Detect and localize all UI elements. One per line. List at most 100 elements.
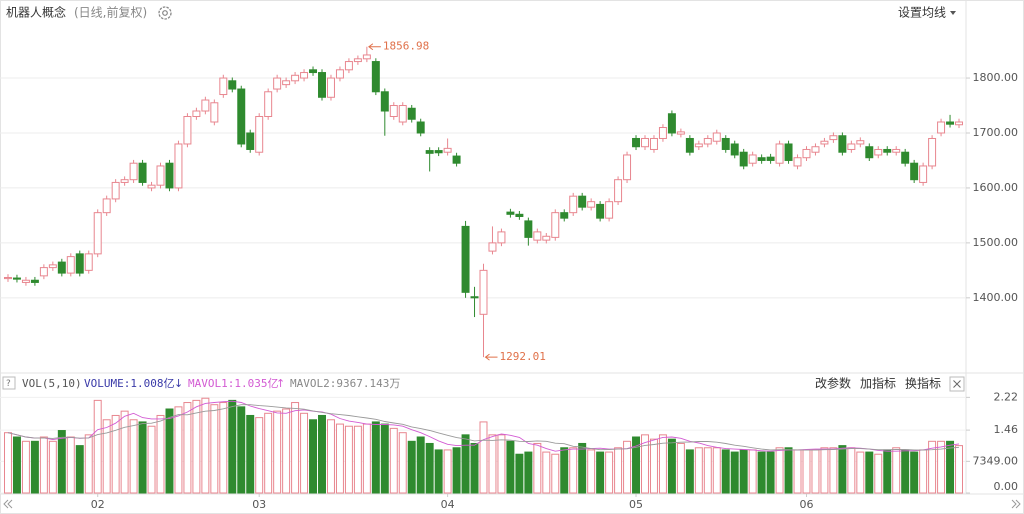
volume-bar <box>928 440 937 494</box>
candle-body <box>605 201 614 219</box>
gear-hub[interactable] <box>162 10 168 16</box>
volume-title: VOL(5,10) <box>22 377 82 390</box>
volume-bar <box>434 449 443 494</box>
volume-bar <box>75 445 84 494</box>
volume-bar <box>219 402 228 494</box>
candle-body <box>838 135 847 153</box>
volume-bar <box>461 434 470 494</box>
gear-outline[interactable] <box>158 6 172 20</box>
volume-bar <box>551 453 560 494</box>
volume-bar <box>676 442 685 494</box>
candle-body <box>12 277 21 280</box>
y-tick-label: 1600.00 <box>973 181 1019 194</box>
candle-body <box>524 220 533 238</box>
candle-body <box>470 296 479 299</box>
volume-bar <box>93 399 102 494</box>
mavol1-legend: MAVOL1:1.035亿 <box>188 377 278 390</box>
candle-body <box>578 195 587 208</box>
candle-body <box>192 110 201 118</box>
candle-body <box>57 261 66 274</box>
candle-body <box>928 137 937 167</box>
volume-bar <box>389 427 398 494</box>
ma-button[interactable]: 设置均线 <box>898 6 946 20</box>
candle-body <box>443 147 452 153</box>
volume-bar <box>766 451 775 494</box>
candle-body <box>542 235 551 241</box>
volume-bar <box>335 423 344 494</box>
volume-bar <box>174 406 183 494</box>
volume-bar <box>623 440 632 494</box>
volume-bar <box>685 449 694 494</box>
candle-body <box>479 269 488 315</box>
candle-body <box>596 203 605 219</box>
volume-bar <box>883 449 892 494</box>
scroll-left[interactable] <box>3 499 13 509</box>
volume-bar <box>910 451 919 494</box>
volume-bar <box>605 451 614 494</box>
volume-bar <box>820 447 829 494</box>
volume-bar <box>775 447 784 494</box>
volume-bar <box>694 447 703 494</box>
volume-bar <box>273 410 282 494</box>
volume-bar <box>506 440 515 494</box>
volume-bar <box>210 404 219 494</box>
close-icon[interactable] <box>953 380 961 388</box>
candle-body <box>335 69 344 79</box>
volume-bar <box>542 451 551 494</box>
candle-body <box>641 137 649 148</box>
candle-body <box>811 146 820 153</box>
y2-tick-label: 1.46 <box>994 423 1019 436</box>
candle-body <box>326 77 335 98</box>
volume-bar <box>874 453 883 494</box>
volume-bar <box>937 440 946 494</box>
scroll-right[interactable] <box>1011 499 1021 509</box>
candle-body <box>667 113 676 134</box>
x-tick-label: 02 <box>91 498 105 511</box>
candle-body <box>282 80 291 86</box>
volume-legend: VOLUME:1.008亿 <box>84 377 174 390</box>
tool-button[interactable]: 改参数 <box>815 376 851 391</box>
candle-body <box>434 150 443 154</box>
candle-body <box>210 102 219 123</box>
candle-body <box>847 143 856 150</box>
volume-bar <box>39 436 48 494</box>
mavol2-legend: MAVOL2:9367.143万 <box>290 377 400 390</box>
help-button[interactable] <box>2 376 16 390</box>
volume-bar <box>138 421 147 494</box>
volume-bar <box>901 449 910 494</box>
dropdown-arrow[interactable] <box>950 11 956 15</box>
volume-bar <box>371 421 380 494</box>
candle-body <box>784 143 793 161</box>
volume-bar <box>847 447 856 494</box>
volume-bar <box>614 447 623 494</box>
volume-bar <box>228 399 237 494</box>
volume-bar <box>748 449 757 494</box>
candle-body <box>48 264 57 269</box>
candle-body <box>766 156 775 161</box>
candle-body <box>371 61 380 93</box>
volume-bar <box>865 451 874 494</box>
candle-body <box>291 74 300 82</box>
volume-bar <box>192 399 201 494</box>
volume-bar <box>12 436 21 494</box>
volume-bar <box>470 442 479 494</box>
candle-body <box>255 116 264 153</box>
y-tick-label: 1400.00 <box>973 291 1019 304</box>
chart-title: 机器人概念 <box>6 5 66 20</box>
volume-bar <box>793 449 802 494</box>
help-icon[interactable]: ? <box>6 379 11 389</box>
candle-body <box>506 211 515 215</box>
volume-bar <box>919 449 928 494</box>
tool-button[interactable]: 加指标 <box>860 376 896 391</box>
candle-body <box>300 72 309 79</box>
volume-bar <box>946 440 955 494</box>
tool-button[interactable]: 换指标 <box>905 376 941 391</box>
candle-body <box>237 88 246 145</box>
volume-bar <box>425 442 434 494</box>
volume-bar <box>649 438 658 494</box>
candle-body <box>910 162 919 181</box>
volume-bar <box>30 440 39 494</box>
settings-icon[interactable] <box>158 6 172 20</box>
candle-body <box>120 179 129 183</box>
volume-bar <box>264 412 273 494</box>
